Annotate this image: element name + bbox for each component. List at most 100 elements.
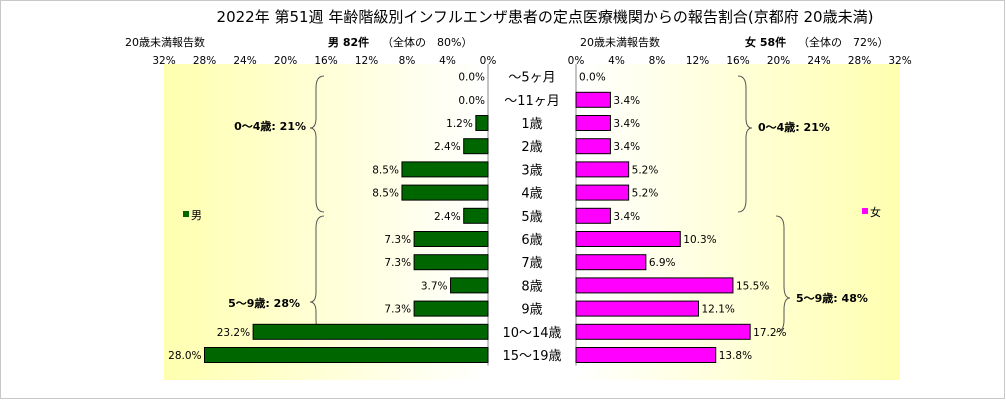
right-x-tick-label: 28% <box>848 55 871 67</box>
female-value-label: 3.4% <box>613 211 640 223</box>
male-value-label: 7.3% <box>384 257 411 269</box>
right-header-label: 女 58件 <box>745 35 786 49</box>
category-label: ～11ヶ月 <box>504 94 560 109</box>
legend-female-label: 女 <box>870 205 881 219</box>
left-x-tick-label: 8% <box>399 55 416 67</box>
left-x-tick-label: 12% <box>355 55 378 67</box>
left-x-tick-label: 20% <box>274 55 297 67</box>
category-label: 15～19歳 <box>502 349 561 364</box>
left-x-tick-label: 24% <box>233 55 256 67</box>
right-group-label-0-4: 0～4歳: 21% <box>758 120 830 134</box>
male-bar <box>413 231 489 247</box>
male-value-label: 28.0% <box>168 350 201 362</box>
male-bar <box>413 254 489 271</box>
category-label: 8歳 <box>521 279 542 294</box>
left-x-tick-label: 32% <box>152 55 175 67</box>
female-bar <box>575 347 717 363</box>
male-bar <box>401 184 489 201</box>
left-x-tick-label: 4% <box>439 55 456 67</box>
female-bar <box>575 323 751 340</box>
male-bar <box>401 161 489 178</box>
female-bar <box>575 300 700 317</box>
category-label: 9歳 <box>521 303 542 318</box>
category-label: ～5ヶ月 <box>508 71 555 86</box>
female-value-label: 3.4% <box>613 141 640 153</box>
legend-male-label: 男 <box>191 209 202 222</box>
left-x-tick-label: 16% <box>314 55 337 67</box>
category-label: 7歳 <box>521 256 542 271</box>
right-x-tick-label: 32% <box>888 55 911 67</box>
category-label: 3歳 <box>521 163 542 178</box>
left-header-label: 男 82件 <box>328 35 369 49</box>
male-value-label: 7.3% <box>384 304 411 316</box>
legend-male-swatch <box>183 211 189 217</box>
female-bar <box>575 231 681 247</box>
right-brace-5-9 <box>775 215 791 333</box>
female-value-label: 12.1% <box>702 304 735 316</box>
male-value-label: 3.7% <box>421 280 448 292</box>
male-value-label: 1.2% <box>446 118 473 130</box>
right-group-label-5-9: 5～9歳: 48% <box>796 291 868 305</box>
left-axis-title: 20歳未満報告数 <box>125 36 205 49</box>
female-value-label: 17.2% <box>753 327 786 339</box>
right-header-share: （全体の 72%） <box>798 35 888 49</box>
female-value-label: 10.3% <box>683 234 716 246</box>
male-bar <box>463 207 489 224</box>
female-bar <box>575 161 630 178</box>
male-value-label: 2.4% <box>434 141 461 153</box>
male-value-label: 0.0% <box>458 72 485 84</box>
right-x-tick-label: 12% <box>686 55 709 67</box>
male-value-label: 8.5% <box>372 164 399 176</box>
male-bar <box>204 347 489 363</box>
chart-marks: 0% 0% 4% 4% 8% 8% 12% 12% 16% 16% 20% 20% 24% 24% 28% 2… <box>152 55 912 366</box>
category-label: 2歳 <box>521 140 542 155</box>
category-label: 4歳 <box>521 187 542 202</box>
category-label: 5歳 <box>521 210 542 225</box>
right-x-tick-label: 4% <box>608 55 625 67</box>
female-bar <box>575 184 630 201</box>
left-header-share: （全体の 80%） <box>382 35 472 49</box>
left-brace-0-4 <box>309 75 325 213</box>
female-value-label: 15.5% <box>736 280 769 292</box>
female-value-label: 3.4% <box>613 95 640 107</box>
right-x-tick-label: 20% <box>767 55 790 67</box>
female-bar <box>575 277 734 294</box>
female-value-label: 3.4% <box>613 118 640 130</box>
right-x-tick-label: 24% <box>807 55 830 67</box>
female-bar <box>575 91 611 108</box>
male-value-label: 7.3% <box>384 234 411 246</box>
right-x-tick-label: 16% <box>726 55 749 67</box>
female-bar <box>575 115 611 131</box>
category-label: 10～14歳 <box>502 326 561 341</box>
female-value-label: 5.2% <box>632 188 659 200</box>
male-bar <box>463 138 489 155</box>
male-value-label: 23.2% <box>217 327 250 339</box>
category-label: 1歳 <box>521 117 542 132</box>
male-bar <box>475 115 489 131</box>
male-value-label: 2.4% <box>434 211 461 223</box>
female-value-label: 0.0% <box>579 72 606 84</box>
chart-title: 2022年 第51週 年齢階級別インフルエンザ患者の定点医療機関からの報告割合(… <box>217 8 874 26</box>
left-group-label-5-9: 5～9歳: 28% <box>228 296 300 310</box>
female-value-label: 13.8% <box>719 350 752 362</box>
male-value-label: 8.5% <box>372 188 399 200</box>
male-bar <box>252 323 489 340</box>
legend-female-swatch <box>862 208 868 214</box>
category-label: 6歳 <box>521 233 542 248</box>
male-bar <box>450 277 489 294</box>
left-x-tick-label: 0% <box>480 55 497 67</box>
female-value-label: 6.9% <box>649 257 676 269</box>
left-group-label-0-4: 0～4歳: 21% <box>234 119 306 133</box>
right-x-tick-label: 0% <box>568 55 585 67</box>
left-x-tick-label: 28% <box>193 55 216 67</box>
female-value-label: 5.2% <box>632 164 659 176</box>
female-bar <box>575 207 611 224</box>
female-bar <box>575 138 611 155</box>
right-x-tick-label: 8% <box>649 55 666 67</box>
male-bar <box>413 300 489 317</box>
female-bar <box>575 254 647 271</box>
right-brace-0-4 <box>737 75 753 213</box>
